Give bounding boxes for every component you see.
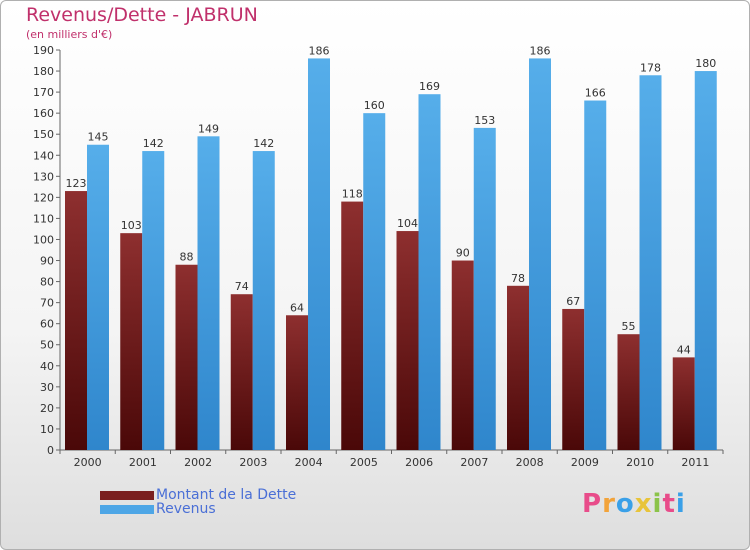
data-label-revenue: 186	[530, 44, 551, 57]
data-label-debt: 67	[566, 295, 580, 308]
x-tick-label: 2005	[350, 456, 378, 469]
y-tick-label: 40	[40, 360, 54, 373]
bar-debt	[65, 191, 87, 451]
data-label-debt: 90	[456, 247, 470, 260]
bar-debt	[120, 233, 143, 450]
y-tick-label: 130	[33, 170, 54, 183]
y-tick-label: 110	[33, 212, 54, 225]
logo-letter: i	[652, 489, 663, 519]
x-tick-label: 2001	[129, 456, 157, 469]
bar-revenue	[363, 113, 386, 450]
y-tick-label: 100	[33, 233, 54, 246]
legend-label-debt: Montant de la Dette	[156, 487, 297, 503]
y-tick-label: 180	[33, 65, 54, 78]
bar-debt	[286, 315, 308, 450]
y-tick-label: 90	[40, 255, 54, 268]
bar-debt	[507, 285, 529, 450]
data-label-debt: 103	[121, 219, 142, 232]
x-tick-label: 2009	[571, 456, 599, 469]
proxiti-logo: Proxiti	[582, 489, 686, 519]
logo-letter: x	[634, 489, 653, 519]
y-tick-label: 20	[40, 402, 54, 415]
y-tick-label: 80	[40, 276, 54, 289]
y-tick-label: 70	[40, 297, 54, 310]
bar-debt	[175, 264, 198, 450]
y-tick-label: 0	[47, 444, 54, 457]
data-label-debt: 88	[180, 251, 194, 264]
bar-debt	[617, 334, 640, 450]
y-tick-label: 160	[33, 107, 54, 120]
bar-revenue	[473, 127, 496, 450]
bar-revenue	[694, 71, 717, 450]
y-tick-label: 120	[33, 191, 54, 204]
bar-revenue	[87, 144, 109, 450]
y-tick-label: 60	[40, 318, 54, 331]
legend-swatch-revenue	[100, 504, 154, 514]
bar-revenue	[529, 58, 551, 450]
bar-debt	[562, 308, 585, 450]
x-tick-label: 2003	[239, 456, 267, 469]
data-label-revenue: 166	[585, 87, 606, 100]
x-tick-label: 2000	[74, 456, 102, 469]
legend-swatch-debt	[100, 490, 154, 500]
y-tick-label: 190	[33, 44, 54, 57]
data-label-debt: 55	[622, 320, 636, 333]
bar-debt	[451, 260, 474, 450]
legend-item-revenue: Revenus	[100, 501, 216, 517]
y-tick-label: 170	[33, 86, 54, 99]
bar-debt	[341, 201, 364, 450]
logo-letter: i	[675, 489, 686, 519]
x-tick-label: 2008	[516, 456, 544, 469]
bar-debt	[396, 231, 419, 450]
bar-revenue	[308, 58, 330, 450]
data-label-debt: 44	[677, 343, 691, 356]
y-tick-label: 50	[40, 339, 54, 352]
y-tick-label: 140	[33, 149, 54, 162]
data-label-debt: 123	[66, 177, 87, 190]
bar-revenue	[142, 151, 165, 451]
data-label-revenue: 160	[364, 99, 385, 112]
y-tick-label: 150	[33, 128, 54, 141]
bar-revenue	[197, 136, 220, 450]
x-tick-label: 2002	[184, 456, 212, 469]
chart-title: Revenus/Dette - JABRUN	[26, 4, 258, 26]
data-label-revenue: 180	[695, 57, 716, 70]
x-tick-label: 2007	[460, 456, 488, 469]
bar-revenue	[418, 94, 441, 451]
data-label-debt: 118	[342, 188, 363, 201]
data-label-revenue: 149	[198, 122, 219, 135]
bar-revenue	[584, 100, 607, 451]
x-tick-label: 2004	[295, 456, 323, 469]
y-tick-label: 30	[40, 381, 54, 394]
data-label-debt: 74	[235, 280, 249, 293]
x-tick-label: 2011	[681, 456, 709, 469]
x-tick-label: 2006	[405, 456, 433, 469]
logo-letter: o	[615, 489, 635, 519]
data-label-revenue: 142	[253, 137, 274, 150]
bar-revenue	[252, 151, 275, 451]
y-tick-label: 10	[40, 423, 54, 436]
logo-letter: t	[662, 489, 676, 519]
bar-debt	[672, 357, 695, 450]
bar-revenue	[639, 75, 662, 451]
legend-label-revenue: Revenus	[156, 501, 216, 517]
legend-item-debt: Montant de la Dette	[100, 487, 296, 503]
data-label-revenue: 186	[309, 44, 330, 57]
data-label-debt: 64	[290, 301, 304, 314]
chart-subtitle: (en milliers d'€)	[26, 28, 113, 41]
data-label-revenue: 153	[474, 114, 495, 127]
data-label-debt: 104	[397, 217, 418, 230]
bar-debt	[230, 294, 253, 450]
data-label-revenue: 169	[419, 80, 440, 93]
data-label-revenue: 145	[88, 131, 109, 144]
logo-letter: r	[602, 489, 616, 519]
data-label-revenue: 178	[640, 61, 661, 74]
data-label-debt: 78	[511, 272, 525, 285]
logo-letter: P	[582, 489, 603, 519]
data-label-revenue: 142	[143, 137, 164, 150]
x-tick-label: 2010	[626, 456, 654, 469]
